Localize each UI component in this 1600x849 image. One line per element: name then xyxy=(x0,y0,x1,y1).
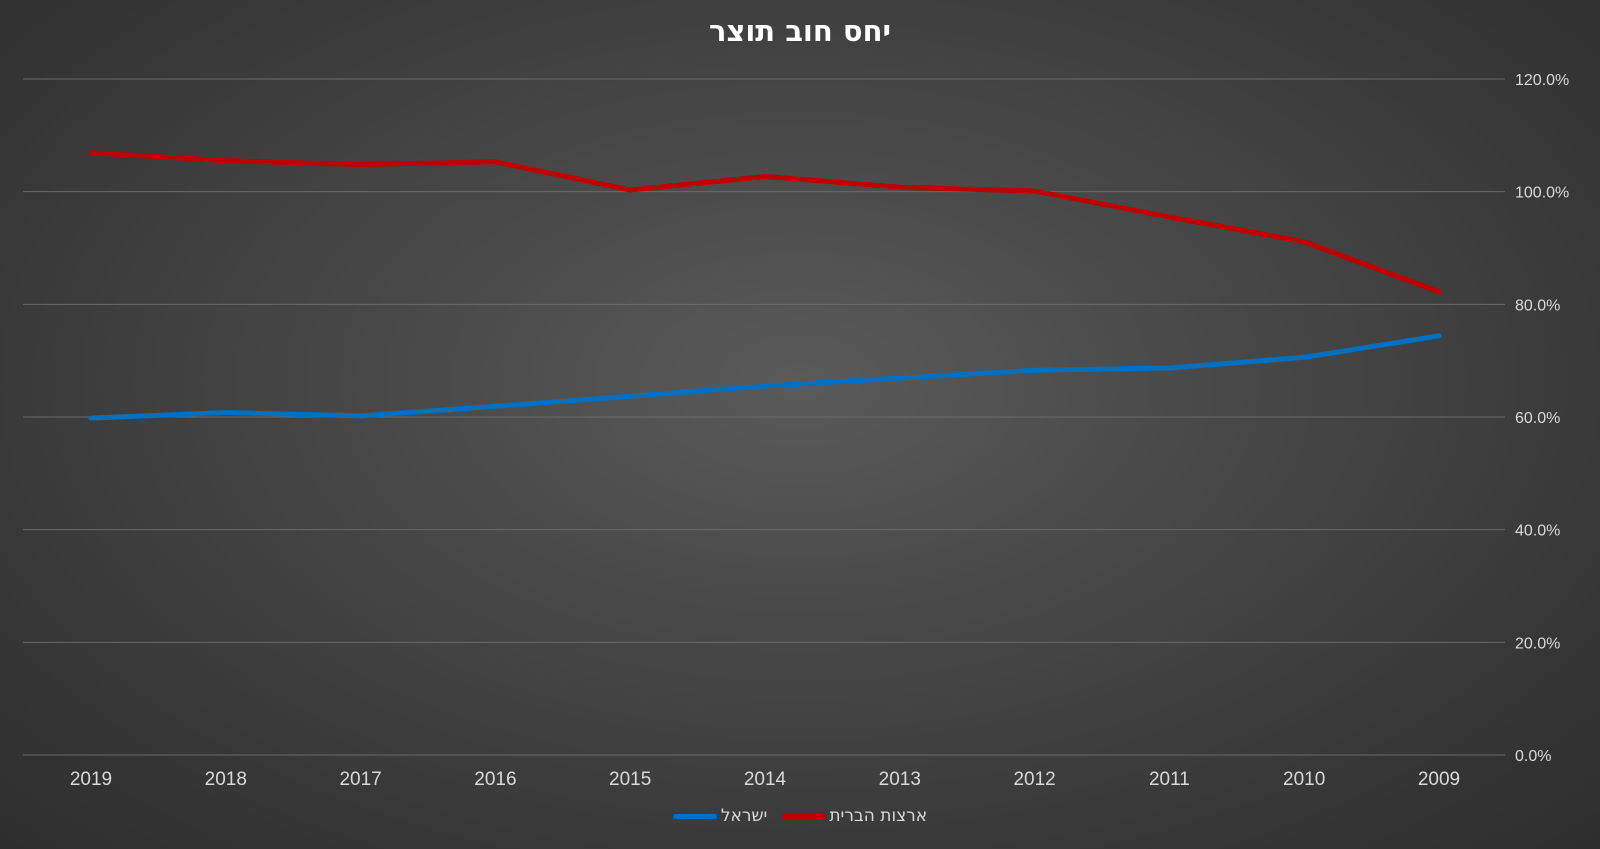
y-axis-tick-labels: 0.0% 20.0% 40.0% 60.0% 80.0% 100.0% 120.0% xyxy=(1515,72,1569,765)
x-tick-label: 2010 xyxy=(1283,769,1325,790)
data-point xyxy=(88,150,94,156)
data-point xyxy=(762,173,768,179)
x-tick-label: 2011 xyxy=(1149,769,1190,790)
data-point xyxy=(358,413,364,419)
data-point xyxy=(223,158,229,164)
x-tick-label: 2016 xyxy=(474,769,516,790)
y-tick-label: 100.0% xyxy=(1515,185,1569,202)
legend: ארצות הברית ישראל xyxy=(0,806,1600,826)
data-point xyxy=(1166,214,1172,220)
x-tick-label: 2013 xyxy=(879,769,921,790)
y-tick-label: 40.0% xyxy=(1515,523,1560,540)
data-point xyxy=(88,415,94,421)
data-point xyxy=(1166,365,1172,371)
legend-item: ארצות הברית xyxy=(781,806,927,826)
data-point xyxy=(1436,289,1442,295)
data-point xyxy=(1301,239,1307,245)
data-point xyxy=(1436,333,1442,339)
data-point xyxy=(897,375,903,381)
y-tick-label: 60.0% xyxy=(1515,410,1560,427)
x-tick-label: 2009 xyxy=(1418,769,1460,790)
y-tick-label: 0.0% xyxy=(1515,748,1551,765)
data-point xyxy=(627,187,633,193)
legend-swatch xyxy=(672,813,717,819)
data-point xyxy=(762,383,768,389)
data-point xyxy=(1032,367,1038,373)
data-point xyxy=(1301,354,1307,360)
legend-swatch xyxy=(781,813,826,819)
series-line-1 xyxy=(88,333,1442,421)
series-line-0 xyxy=(88,150,1442,295)
legend-label: ארצות הברית xyxy=(829,806,928,826)
data-point xyxy=(492,403,498,409)
y-tick-label: 120.0% xyxy=(1515,72,1569,89)
data-point xyxy=(897,184,903,190)
legend-label: ישראל xyxy=(720,806,768,826)
data-point xyxy=(1032,188,1038,194)
x-tick-label: 2012 xyxy=(1013,769,1055,790)
gridlines xyxy=(23,78,1505,756)
x-tick-label: 2015 xyxy=(609,769,651,790)
x-tick-label: 2017 xyxy=(339,769,381,790)
y-tick-label: 20.0% xyxy=(1515,635,1560,652)
data-point xyxy=(492,159,498,165)
chart-title: יחס חוב תוצר xyxy=(708,14,892,48)
data-point xyxy=(358,162,364,168)
series-lines xyxy=(88,150,1442,421)
y-tick-label: 80.0% xyxy=(1515,297,1560,314)
data-point xyxy=(223,409,229,415)
x-axis-tick-labels: 2019 2018 2017 2016 2015 2014 2013 2012 2011 2010… xyxy=(70,769,1460,790)
data-point xyxy=(627,393,633,399)
x-tick-label: 2018 xyxy=(205,769,247,790)
legend-item: ישראל xyxy=(672,806,768,826)
x-tick-label: 2019 xyxy=(70,769,112,790)
x-tick-label: 2014 xyxy=(744,769,787,790)
